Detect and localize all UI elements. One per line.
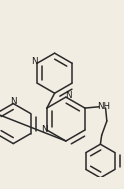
Text: NH: NH — [97, 102, 110, 111]
Text: N: N — [10, 97, 16, 106]
Text: N: N — [31, 57, 38, 66]
Text: N: N — [41, 125, 47, 134]
Text: N: N — [65, 91, 72, 100]
